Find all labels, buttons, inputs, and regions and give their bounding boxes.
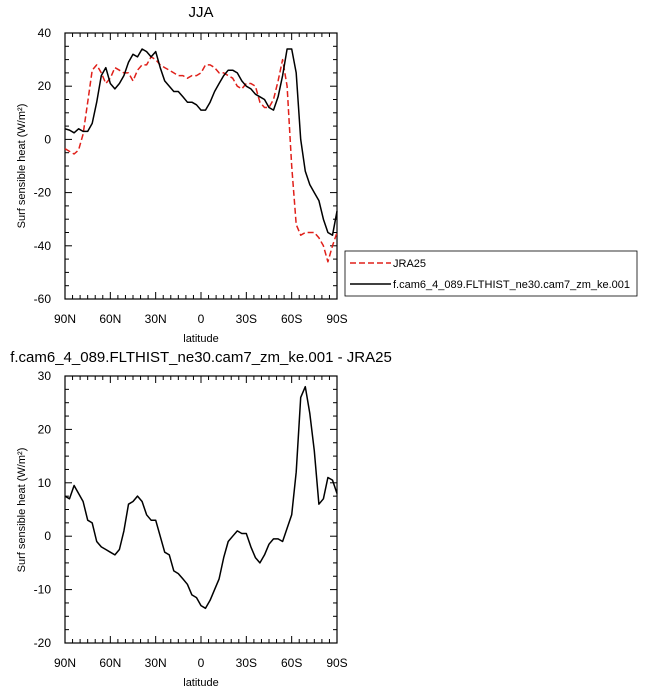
x-tick-label: 30S: [236, 312, 257, 326]
x-tick-label: 30N: [145, 312, 167, 326]
bottom-line-chart: f.cam6_4_089.FLTHIST_ne30.cam7_zm_ke.001…: [10, 349, 392, 689]
bottom-chart-title: f.cam6_4_089.FLTHIST_ne30.cam7_zm_ke.001…: [10, 349, 392, 366]
top-y-axis-label: Surf sensible heat (W/m²): [16, 104, 28, 229]
legend-label-model: f.cam6_4_089.FLTHIST_ne30.cam7_zm_ke.001: [393, 279, 630, 291]
y-tick-label: 30: [38, 369, 52, 383]
x-tick-label: 60N: [99, 312, 121, 326]
y-tick-label: 10: [38, 476, 52, 490]
x-tick-label: 0: [198, 656, 205, 670]
series-line-model: [64, 385, 338, 610]
y-tick-label: 20: [38, 79, 52, 93]
y-tick-label: -60: [34, 292, 52, 306]
y-tick-label: 0: [44, 529, 51, 543]
x-tick-label: 60N: [99, 656, 121, 670]
x-tick-label: 90S: [326, 656, 347, 670]
y-tick-label: -10: [34, 583, 52, 597]
x-tick-label: 90N: [54, 656, 76, 670]
x-tick-label: 30S: [236, 656, 257, 670]
x-tick-label: 0: [198, 312, 205, 326]
series-line-model: [64, 48, 338, 236]
x-tick-label: 90S: [326, 312, 347, 326]
y-tick-label: -20: [34, 186, 52, 200]
y-tick-label: 0: [44, 132, 51, 146]
bottom-x-axis-label: latitude: [183, 677, 218, 689]
legend-label-jra25: JRA25: [393, 258, 426, 270]
y-tick-label: -40: [34, 239, 52, 253]
y-tick-label: 20: [38, 422, 52, 436]
series-line-jra25: [64, 56, 338, 263]
x-tick-label: 30N: [145, 656, 167, 670]
legend: JRA25 f.cam6_4_089.FLTHIST_ne30.cam7_zm_…: [344, 250, 638, 297]
legend-box: [344, 250, 638, 297]
top-line-chart: JJA 90N 60N 30N 0 30S 60S 90S 40 20 0 -20 -40 -60 l…: [16, 4, 348, 345]
x-tick-label: 60S: [281, 312, 302, 326]
x-tick-label: 60S: [281, 656, 302, 670]
y-tick-label: 40: [38, 26, 52, 40]
top-x-axis-label: latitude: [183, 333, 218, 345]
bottom-plot-frame: [64, 375, 338, 644]
top-chart-title: JJA: [188, 4, 213, 21]
bottom-y-axis-label: Surf sensible heat (W/m²): [16, 448, 28, 573]
x-tick-label: 90N: [54, 312, 76, 326]
y-tick-label: -20: [34, 636, 52, 650]
